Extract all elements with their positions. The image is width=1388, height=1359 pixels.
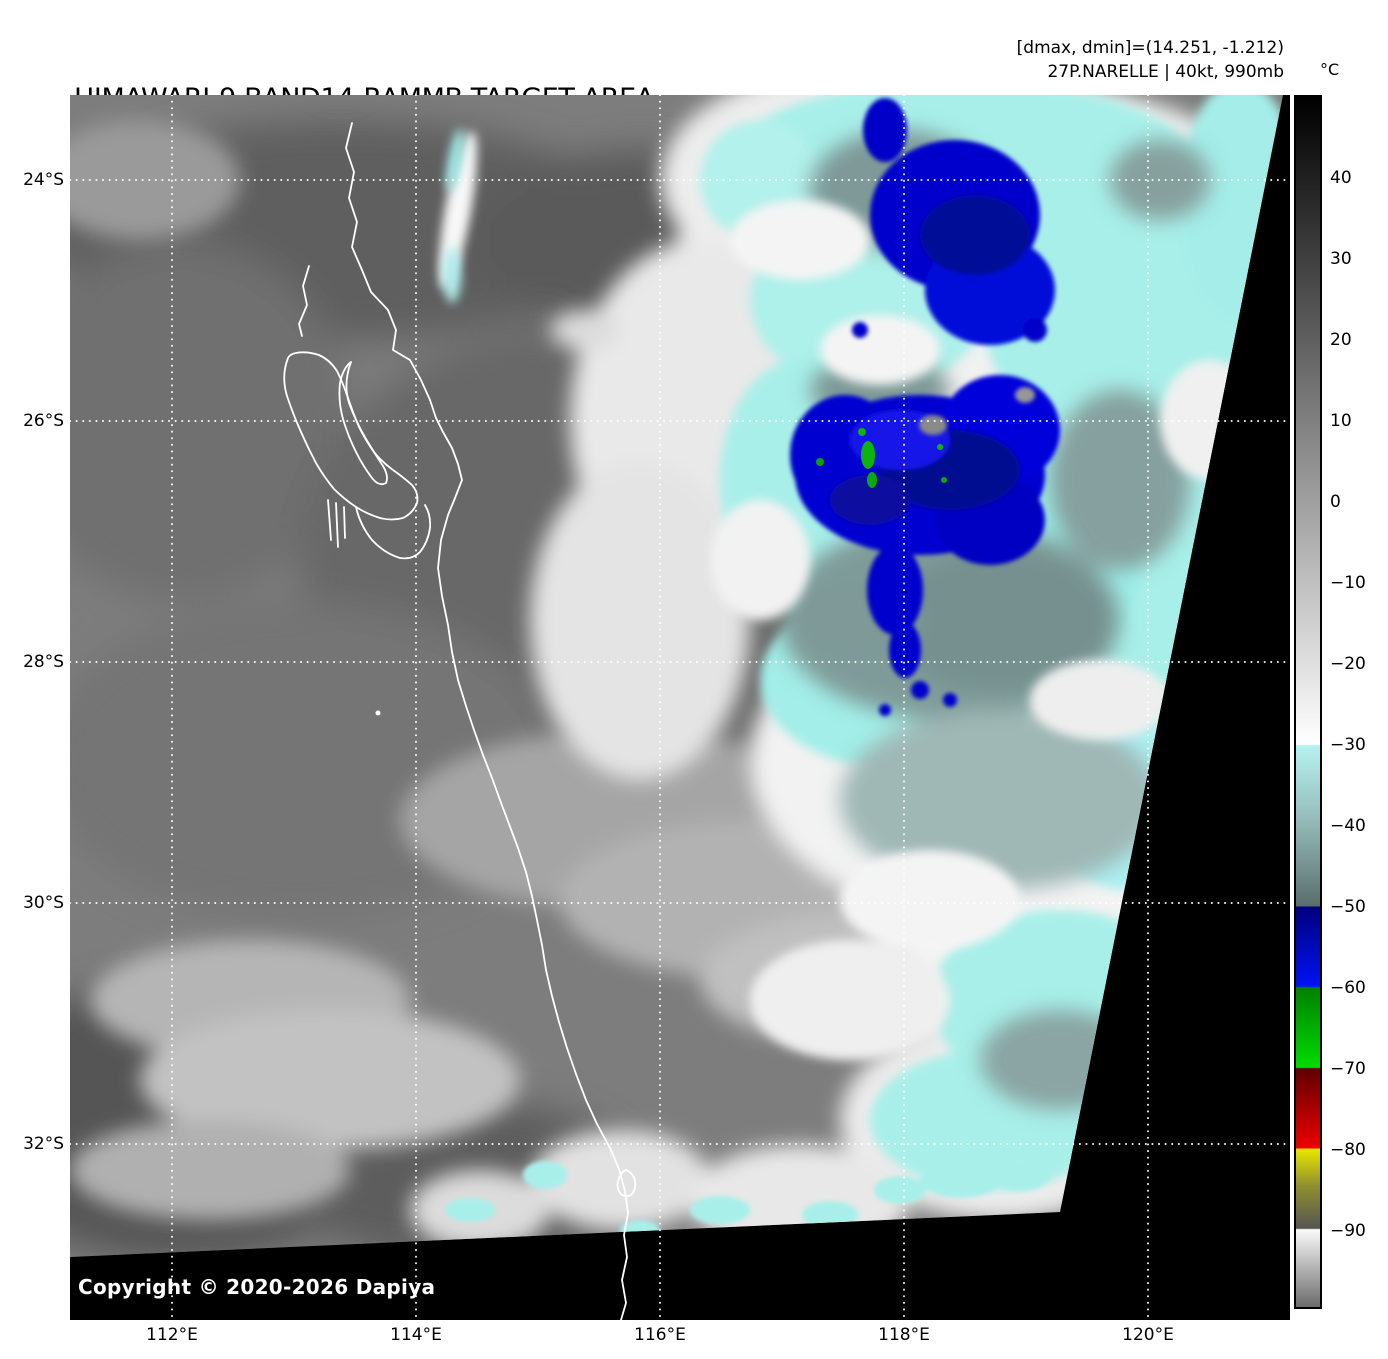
cbar-tick-10: 10 [1330,411,1352,431]
dmax-dmin-readout: [dmax, dmin]=(14.251, -1.212) [1016,38,1284,58]
satellite-scene [69,94,1291,1321]
cbar-tick-40: 40 [1330,168,1352,188]
cbar-tick-m70: −70 [1330,1059,1366,1079]
lon-label-120e: 120°E [1122,1325,1174,1345]
lat-label-32s: 32°S [23,1134,64,1154]
cbar-tick-m30: −30 [1330,735,1366,755]
cbar-tick-m80: −80 [1330,1140,1366,1160]
cbar-tick-m40: −40 [1330,816,1366,836]
storm-annotation: [dmax, dmin]=(14.251, -1.212) 27P.NARELL… [1017,36,1284,84]
cbar-tick-30: 30 [1330,249,1352,269]
lat-label-24s: 24°S [23,170,64,190]
ir-imagery [70,95,1283,1257]
lon-label-112e: 112°E [146,1325,198,1345]
colorbar-unit-label: °C [1320,60,1340,79]
cbar-tick-m10: −10 [1330,573,1366,593]
cbar-tick-20: 20 [1330,330,1352,350]
lat-label-30s: 30°S [23,893,64,913]
cbar-tick-m90: −90 [1330,1221,1366,1241]
cbar-tick-m60: −60 [1330,978,1366,998]
cbar-tick-m50: −50 [1330,897,1366,917]
lon-label-116e: 116°E [634,1325,686,1345]
coastline [283,122,637,1321]
storm-id-intensity: 27P.NARELLE | 40kt, 990mb [1047,62,1284,82]
coldest-core-pixels [816,428,947,488]
cbar-tick-m20: −20 [1330,654,1366,674]
cbar-tick-0: 0 [1330,492,1341,512]
lon-label-114e: 114°E [390,1325,442,1345]
lon-label-118e: 118°E [878,1325,930,1345]
lat-label-26s: 26°S [23,411,64,431]
satellite-map: Copyright © 2020-2026 Dapiya [69,94,1291,1321]
temperature-colorbar [1294,95,1322,1309]
graticule [69,94,1291,1321]
copyright-notice: Copyright © 2020-2026 Dapiya [78,1275,436,1299]
lat-label-28s: 28°S [23,652,64,672]
